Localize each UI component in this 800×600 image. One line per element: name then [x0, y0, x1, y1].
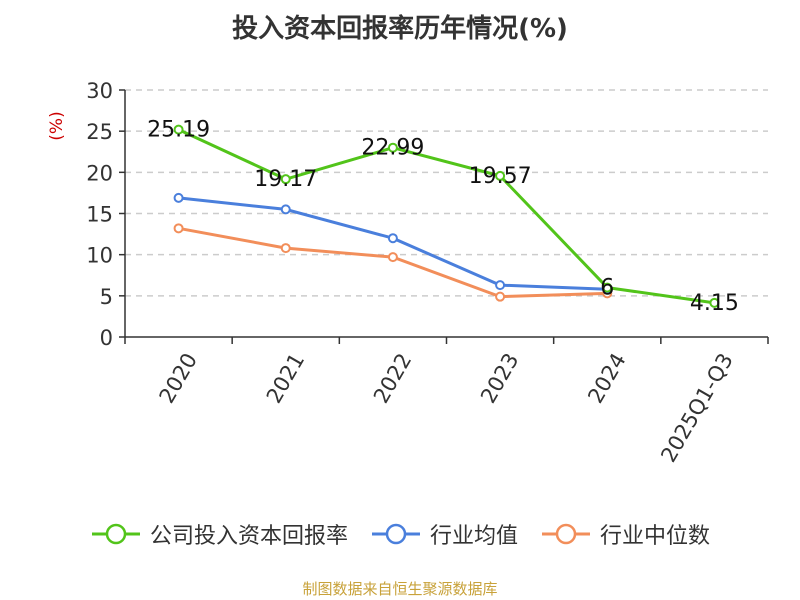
y-tick-label: 5: [100, 285, 113, 309]
x-tick-label: 2021: [262, 349, 310, 407]
x-tick-label: 2025Q1-Q3: [656, 349, 738, 466]
y-tick-label: 15: [86, 203, 113, 227]
x-tick-label: 2020: [155, 349, 203, 407]
data-point: [602, 282, 613, 293]
data-label: 4.15: [690, 291, 739, 316]
legend-label: 行业中位数: [600, 524, 711, 549]
data-label: 19.17: [254, 167, 317, 192]
series-group: [173, 124, 720, 308]
axes: [119, 89, 769, 344]
legend: 公司投入资本回报率 行业均值 行业中位数: [0, 518, 800, 550]
legend-symbol-icon: [371, 523, 420, 545]
data-labels: 25.19 19.17 22.99 19.57 6 4.15: [147, 118, 739, 316]
legend-symbol-icon: [542, 523, 590, 545]
x-tick-label: 2024: [583, 349, 631, 407]
legend-item: 公司投入资本回报率: [90, 518, 348, 550]
legend-item: 行业中位数: [540, 518, 710, 550]
data-point: [280, 243, 291, 254]
data-label: 25.19: [147, 118, 210, 143]
data-point: [280, 204, 291, 215]
y-tick-label: 30: [86, 79, 113, 103]
data-point: [495, 291, 506, 302]
data-point: [387, 252, 398, 263]
y-tick-label: 0: [100, 326, 113, 350]
chart-title: 投入资本回报率历年情况(%): [232, 14, 568, 44]
y-tick-label: 25: [86, 120, 113, 144]
y-tick-label: 10: [86, 244, 113, 268]
x-tick-label: 2022: [369, 349, 417, 407]
data-point: [280, 174, 291, 185]
source-footer: 制图数据来自恒生聚源数据库: [302, 580, 498, 598]
data-point: [173, 223, 184, 234]
grid-lines: [125, 89, 768, 297]
data-point: [387, 142, 398, 153]
data-point: [709, 297, 720, 308]
data-label: 22.99: [361, 136, 424, 161]
x-tick-labels: 2020 2021 2022 2023 2024 2025Q1-Q3: [155, 349, 738, 466]
data-point: [173, 192, 184, 203]
legend-label: 行业均值: [429, 524, 518, 549]
data-label: 19.57: [469, 164, 532, 189]
series-line: [178, 196, 608, 291]
data-label: 6: [600, 276, 614, 301]
y-tick-labels: 0 5 10 15 20 25 30: [86, 79, 113, 350]
legend-item: 行业均值: [370, 518, 518, 550]
data-point: [387, 233, 398, 244]
x-tick-label: 2023: [476, 349, 524, 407]
legend-symbol-icon: [91, 523, 140, 545]
data-point: [495, 170, 506, 181]
y-axis-label: (%): [47, 111, 67, 140]
series-line: [177, 128, 715, 305]
data-point: [495, 280, 506, 291]
data-point: [173, 124, 184, 135]
y-tick-label: 20: [86, 161, 113, 185]
legend-label: 公司投入资本回报率: [149, 524, 348, 549]
